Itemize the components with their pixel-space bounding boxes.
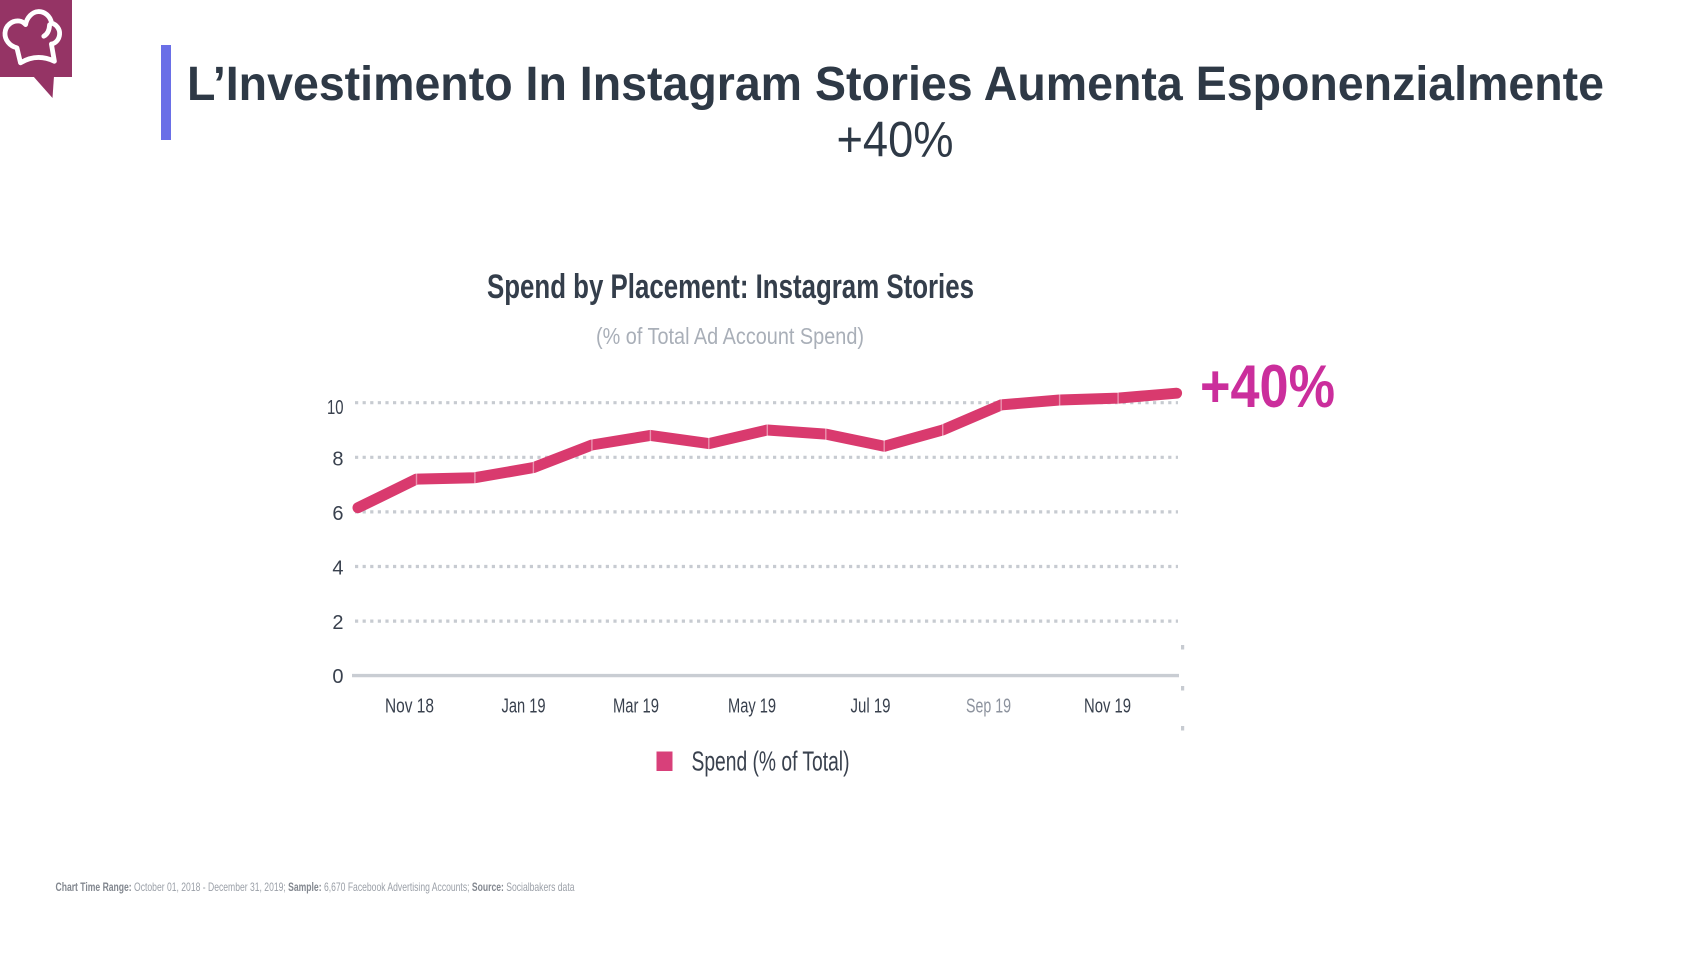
svg-text:Sep 19: Sep 19 [966, 696, 1011, 718]
svg-text:+40%: +40% [837, 112, 954, 168]
svg-text:Spend (% of Total): Spend (% of Total) [692, 746, 850, 777]
svg-text:0: 0 [332, 666, 343, 688]
svg-text:(% of Total Ad Account Spend): (% of Total Ad Account Spend) [596, 323, 864, 349]
svg-text:+40%: +40% [1200, 353, 1335, 420]
svg-text:Spend by Placement: Instagram: Spend by Placement: Instagram Stories [487, 268, 974, 306]
svg-text:Jan 19: Jan 19 [502, 696, 546, 718]
svg-text:Jul 19: Jul 19 [851, 696, 891, 718]
svg-text:Nov 19: Nov 19 [1084, 696, 1131, 718]
svg-text:2: 2 [332, 612, 343, 634]
svg-text:Chart Time Range: October 01,: Chart Time Range: October 01, 2018 - Dec… [56, 880, 575, 894]
svg-text:8: 8 [332, 448, 343, 470]
svg-text:4: 4 [332, 558, 343, 580]
svg-text:Nov 18: Nov 18 [385, 696, 434, 718]
svg-text:10: 10 [327, 397, 344, 419]
svg-text:L’Investimento In Instagram St: L’Investimento In Instagram Stories Aume… [187, 58, 1604, 111]
svg-text:6: 6 [332, 503, 343, 525]
svg-text:May 19: May 19 [728, 696, 776, 718]
svg-text:Mar 19: Mar 19 [613, 696, 659, 718]
